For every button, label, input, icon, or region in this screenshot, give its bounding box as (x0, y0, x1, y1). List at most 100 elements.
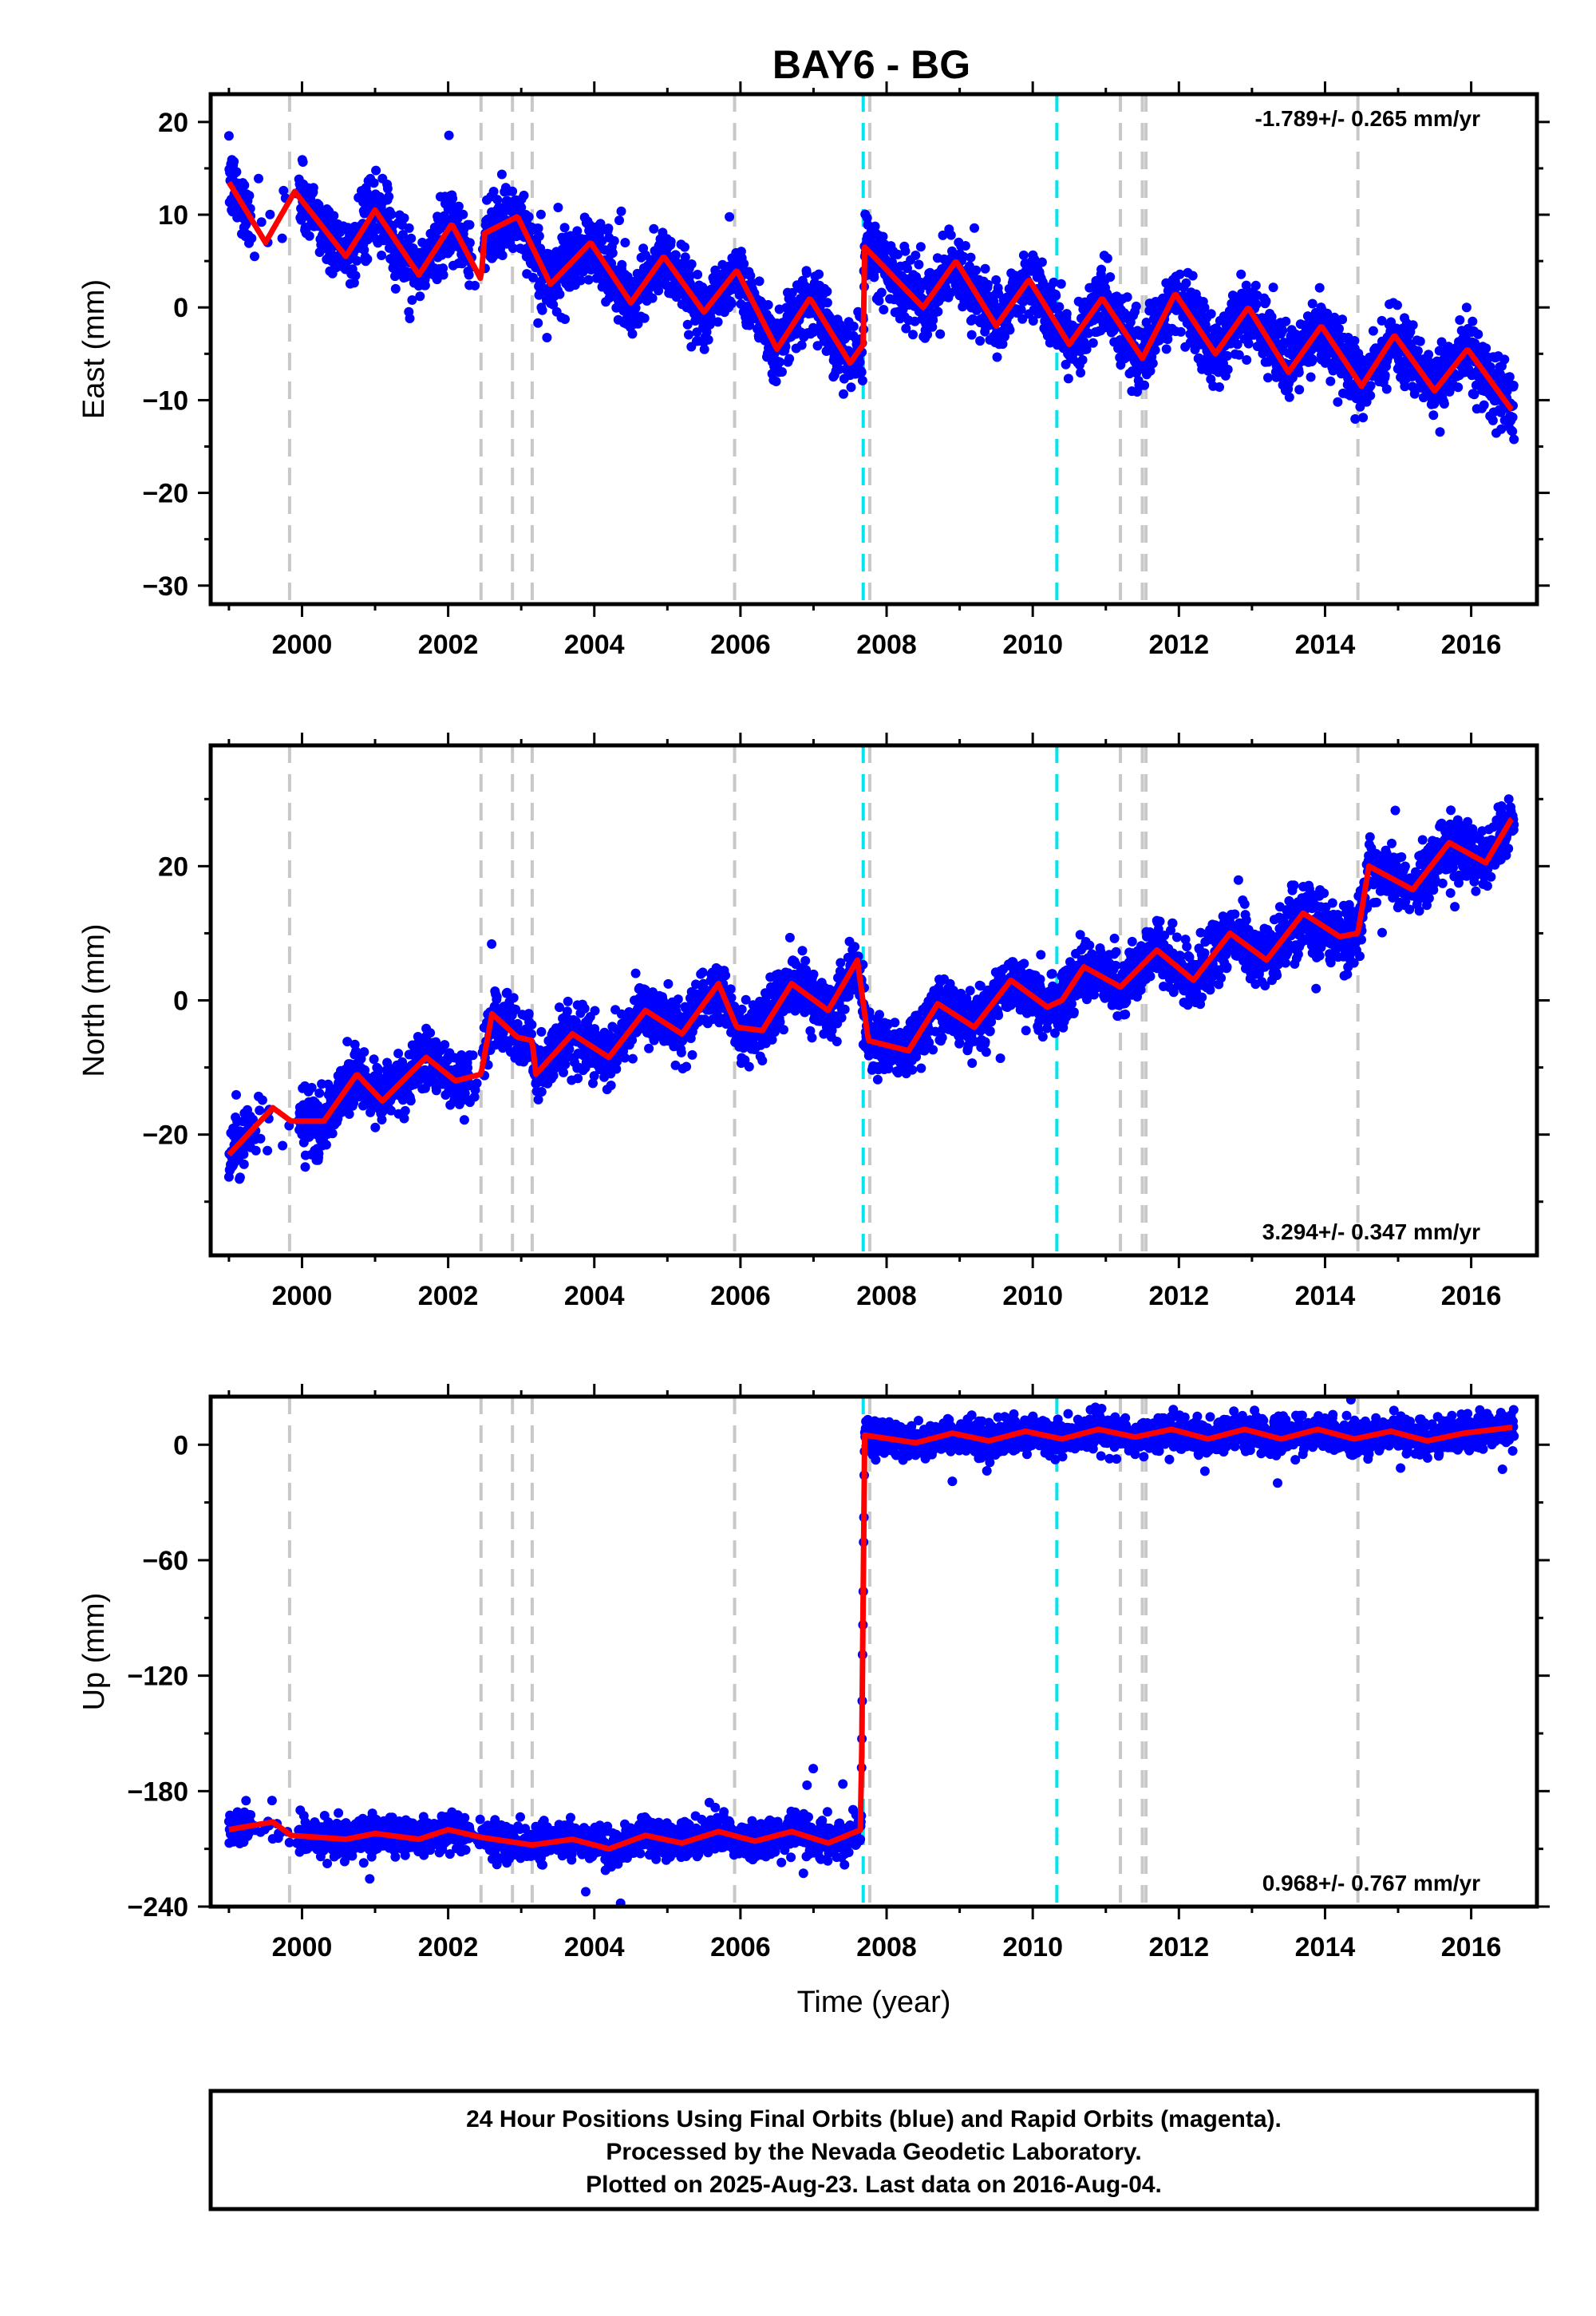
data-point (537, 305, 547, 315)
x-tick-label: 2008 (856, 630, 917, 660)
x-tick-label: 2014 (1295, 630, 1356, 660)
data-point (425, 1028, 436, 1038)
data-point (1294, 385, 1305, 395)
data-point (1236, 269, 1246, 279)
data-point (900, 246, 911, 256)
data-point (235, 1172, 245, 1183)
data-point (298, 157, 308, 167)
data-point (344, 1109, 354, 1119)
data-point (464, 238, 475, 248)
data-point (440, 1040, 450, 1050)
data-point (938, 230, 948, 240)
data-point (1284, 392, 1294, 402)
data-point (553, 203, 563, 212)
data-point (369, 1054, 379, 1065)
data-point (946, 230, 956, 240)
data-point (1368, 326, 1378, 336)
data-point (1199, 302, 1210, 313)
data-point (1145, 366, 1156, 376)
data-point (566, 231, 575, 241)
data-point (1415, 336, 1425, 346)
data-point (239, 180, 250, 191)
y-axis-label: East (mm) (77, 279, 111, 419)
data-point (1281, 316, 1291, 326)
data-point (607, 248, 618, 258)
data-point (1122, 292, 1132, 302)
data-point (927, 322, 938, 332)
data-point (1096, 264, 1107, 275)
data-point (519, 190, 529, 200)
y-tick-label: 20 (158, 108, 188, 138)
data-point (1393, 300, 1402, 310)
data-point (787, 287, 797, 298)
data-point (464, 219, 475, 230)
data-point (922, 330, 933, 340)
data-point (992, 352, 1002, 362)
data-point (472, 1078, 482, 1089)
data-point (975, 336, 986, 346)
data-point (1381, 384, 1392, 394)
data-point (633, 318, 643, 329)
data-point (684, 330, 693, 340)
data-point (666, 236, 676, 247)
data-point (1307, 298, 1317, 309)
data-point (508, 993, 519, 1003)
data-point (796, 340, 807, 350)
data-point (1412, 346, 1423, 356)
data-point (251, 1145, 261, 1156)
data-point (879, 305, 889, 314)
data-point (630, 302, 641, 313)
data-point (573, 1073, 583, 1084)
data-point (870, 221, 880, 231)
data-point (508, 186, 518, 196)
data-point (1435, 427, 1445, 437)
x-tick-label: 2002 (418, 630, 479, 660)
data-point (406, 233, 417, 243)
data-point (464, 270, 474, 280)
data-point (1131, 301, 1141, 311)
data-point (1479, 400, 1489, 410)
data-point (705, 319, 715, 330)
data-point (535, 209, 546, 219)
data-point (682, 319, 693, 330)
data-point (1504, 372, 1515, 382)
data-point (1408, 320, 1418, 330)
data-point (966, 252, 976, 263)
data-point (1076, 368, 1086, 377)
data-point (685, 271, 695, 281)
data-point (597, 236, 607, 247)
data-point (1175, 269, 1185, 279)
data-point (915, 242, 926, 252)
data-point (420, 280, 430, 290)
data-point (911, 251, 921, 260)
x-tick-label: 2010 (1002, 630, 1063, 660)
data-point (839, 389, 848, 399)
data-point (458, 209, 468, 219)
data-point (1314, 283, 1325, 293)
y-tick-label: −20 (142, 479, 188, 509)
data-point (560, 314, 570, 324)
data-point (1439, 399, 1449, 409)
data-point (1148, 358, 1158, 369)
y-tick-label: 0 (173, 293, 188, 323)
data-point (846, 382, 856, 393)
data-point (255, 1133, 266, 1144)
data-point (908, 330, 918, 340)
data-point (713, 317, 723, 327)
x-tick-label: 2004 (564, 630, 625, 660)
data-point (703, 334, 713, 345)
data-point (405, 314, 415, 323)
data-point (1507, 412, 1518, 422)
data-point (1455, 315, 1465, 325)
data-point (1509, 434, 1519, 445)
data-point (671, 292, 681, 302)
data-point (543, 249, 554, 259)
data-point (1215, 382, 1224, 392)
data-point (1232, 339, 1242, 350)
data-point (1380, 370, 1390, 381)
data-point (1263, 373, 1273, 383)
data-point (1063, 373, 1073, 384)
data-point (350, 271, 361, 281)
